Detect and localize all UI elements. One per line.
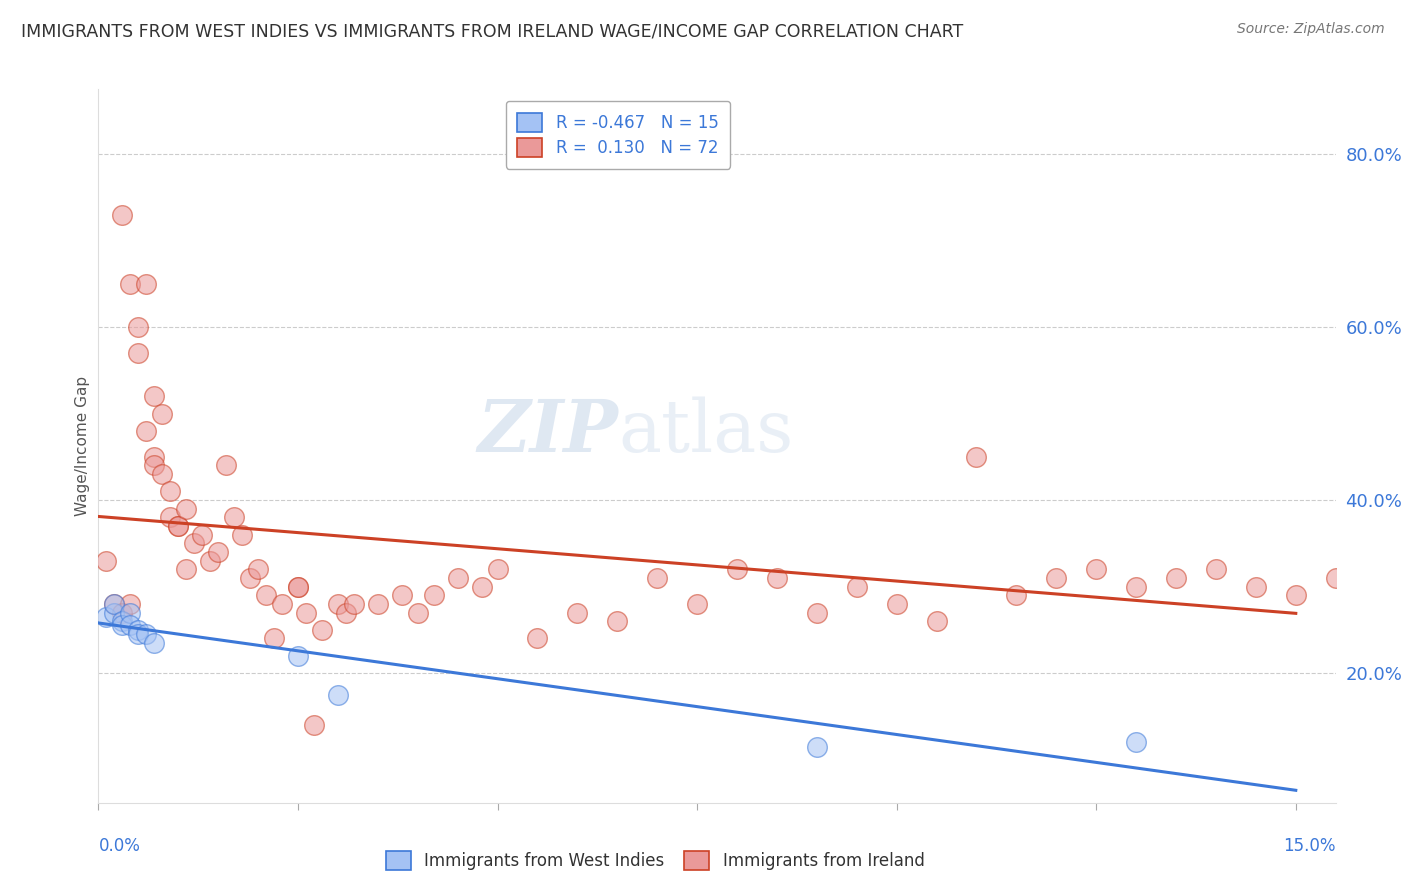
Point xyxy=(224,510,246,524)
Point xyxy=(1364,553,1386,567)
Text: IMMIGRANTS FROM WEST INDIES VS IMMIGRANTS FROM IRELAND WAGE/INCOME GAP CORRELATI: IMMIGRANTS FROM WEST INDIES VS IMMIGRANT… xyxy=(21,22,963,40)
Point xyxy=(326,688,349,702)
Point xyxy=(925,614,948,628)
Point xyxy=(271,597,294,611)
Point xyxy=(1125,735,1147,749)
Point xyxy=(127,623,149,637)
Point xyxy=(135,424,157,438)
Point xyxy=(1125,580,1147,594)
Point xyxy=(302,718,325,732)
Point xyxy=(127,346,149,360)
Point xyxy=(120,618,142,632)
Point xyxy=(335,606,357,620)
Point xyxy=(174,501,197,516)
Point xyxy=(96,610,118,624)
Point xyxy=(103,597,125,611)
Point xyxy=(111,606,134,620)
Point xyxy=(111,618,134,632)
Point xyxy=(567,606,589,620)
Point xyxy=(367,597,389,611)
Point xyxy=(263,632,285,646)
Point xyxy=(1405,588,1406,602)
Point xyxy=(111,208,134,222)
Point xyxy=(103,597,125,611)
Point xyxy=(1324,571,1347,585)
Text: 0.0%: 0.0% xyxy=(98,838,141,855)
Point xyxy=(183,536,205,550)
Point xyxy=(1085,562,1108,576)
Point xyxy=(766,571,789,585)
Point xyxy=(135,277,157,291)
Point xyxy=(486,562,509,576)
Point xyxy=(806,739,828,754)
Point xyxy=(471,580,494,594)
Point xyxy=(159,484,181,499)
Point xyxy=(143,636,166,650)
Point xyxy=(725,562,748,576)
Text: 15.0%: 15.0% xyxy=(1284,838,1336,855)
Point xyxy=(96,553,118,567)
Point xyxy=(120,597,142,611)
Point xyxy=(135,627,157,641)
Point xyxy=(1045,571,1067,585)
Point xyxy=(127,320,149,334)
Text: ZIP: ZIP xyxy=(477,396,619,467)
Point xyxy=(159,510,181,524)
Legend: Immigrants from West Indies, Immigrants from Ireland: Immigrants from West Indies, Immigrants … xyxy=(380,844,931,877)
Point xyxy=(174,562,197,576)
Point xyxy=(150,407,173,421)
Point xyxy=(103,606,125,620)
Point xyxy=(391,588,413,602)
Point xyxy=(287,648,309,663)
Point xyxy=(120,277,142,291)
Point xyxy=(806,606,828,620)
Point xyxy=(1244,580,1267,594)
Point xyxy=(143,458,166,473)
Point xyxy=(422,588,444,602)
Text: atlas: atlas xyxy=(619,396,793,467)
Point xyxy=(326,597,349,611)
Point xyxy=(446,571,468,585)
Point xyxy=(143,450,166,464)
Point xyxy=(295,606,318,620)
Point xyxy=(526,632,548,646)
Point xyxy=(311,623,333,637)
Point xyxy=(886,597,908,611)
Point xyxy=(167,519,190,533)
Point xyxy=(127,627,149,641)
Point xyxy=(150,467,173,482)
Point xyxy=(254,588,277,602)
Point xyxy=(645,571,668,585)
Text: Source: ZipAtlas.com: Source: ZipAtlas.com xyxy=(1237,22,1385,37)
Point xyxy=(287,580,309,594)
Point xyxy=(198,553,221,567)
Point xyxy=(606,614,628,628)
Y-axis label: Wage/Income Gap: Wage/Income Gap xyxy=(75,376,90,516)
Point xyxy=(239,571,262,585)
Point xyxy=(143,389,166,403)
Point xyxy=(1285,588,1308,602)
Point xyxy=(231,527,253,541)
Point xyxy=(207,545,229,559)
Point xyxy=(966,450,988,464)
Point xyxy=(287,580,309,594)
Point xyxy=(686,597,709,611)
Point xyxy=(845,580,868,594)
Point xyxy=(1205,562,1227,576)
Point xyxy=(111,614,134,628)
Point xyxy=(1005,588,1028,602)
Point xyxy=(191,527,214,541)
Point xyxy=(1164,571,1187,585)
Point xyxy=(215,458,238,473)
Point xyxy=(167,519,190,533)
Point xyxy=(406,606,429,620)
Point xyxy=(343,597,366,611)
Point xyxy=(247,562,270,576)
Point xyxy=(120,606,142,620)
